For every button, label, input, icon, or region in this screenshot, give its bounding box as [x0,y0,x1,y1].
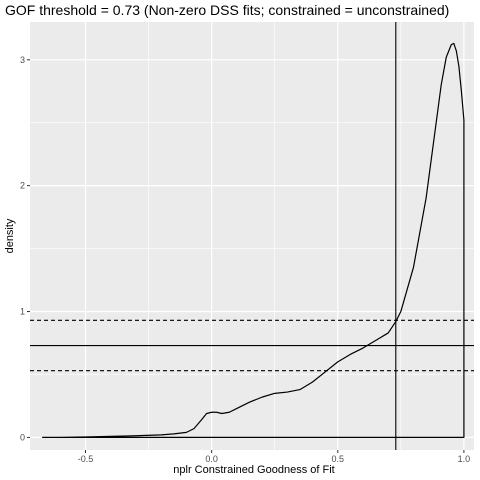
y-tick-label: 2 [20,181,25,191]
minor-gridlines [30,22,474,450]
x-axis: -0.5 0.0 0.5 1.0 [78,450,470,464]
y-tick-label: 0 [20,432,25,442]
x-tick-label: 0.0 [205,454,218,464]
y-axis: 0 1 2 3 [20,55,30,442]
x-tick-label: -0.5 [78,454,94,464]
x-tick-label: 1.0 [458,454,471,464]
x-tick-label: 0.5 [332,454,345,464]
series-layer [42,42,465,439]
plot-panel [30,22,474,450]
y-tick-label: 1 [20,307,25,317]
y-tick-label: 3 [20,55,25,65]
chart-title: GOF threshold = 0.73 (Non-zero DSS fits;… [5,2,449,18]
y-axis-title: density [4,218,16,253]
density-curve-0 [42,42,465,439]
reference-lines [30,22,474,450]
x-axis-title: nplr Constrained Goodness of Fit [173,464,334,476]
